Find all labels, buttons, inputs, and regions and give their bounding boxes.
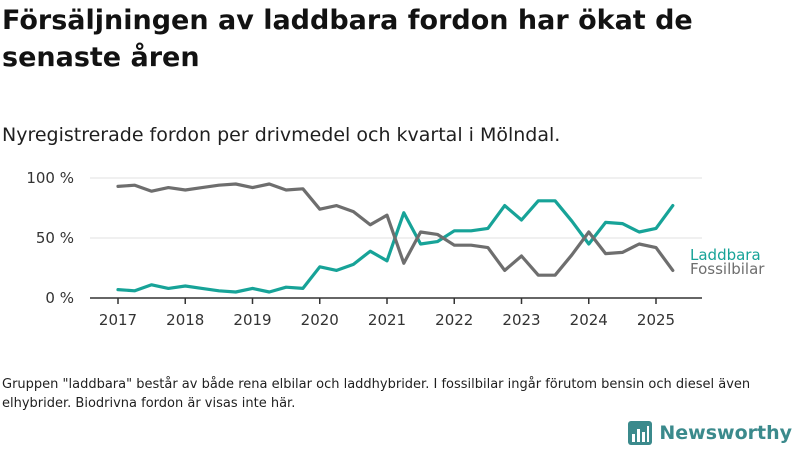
x-tick-label: 2019: [233, 311, 271, 329]
brand-name: Newsworthy: [659, 422, 792, 444]
series-line-fossilbilar: [116, 182, 675, 277]
x-tick-label: 2023: [502, 311, 540, 329]
axis-layer: 0 % 50 % 100 % 2017 2018 2019 2020 2021 2022 2023…: [26, 169, 702, 329]
x-tick-label: 2017: [99, 311, 137, 329]
series-label-fossilbilar: Fossilbilar: [690, 260, 765, 278]
series-line-laddbara: [116, 199, 675, 294]
footnote: Gruppen "laddbara" består av både rena e…: [2, 377, 751, 411]
grid-layer: [90, 177, 702, 239]
x-tick-label: 2018: [166, 311, 204, 329]
x-tick-label: 2021: [368, 311, 406, 329]
x-tick-label: 2022: [435, 311, 473, 329]
series-label-laddbara: Laddbara: [690, 246, 761, 264]
brand-logo: Newsworthy: [627, 420, 792, 446]
y-tick-label: 0 %: [45, 289, 74, 307]
x-tick-label: 2025: [637, 311, 675, 329]
bar-chart-logo-icon: [628, 421, 653, 445]
y-tick-label: 50 %: [36, 229, 74, 247]
chart-subtitle: Nyregistrerade fordon per drivmedel och …: [2, 124, 561, 146]
series-layer: [116, 182, 675, 294]
y-tick-label: 100 %: [26, 169, 74, 187]
chart-title: Försäljningen av laddbara fordon har öka…: [2, 5, 693, 73]
x-tick-label: 2020: [301, 311, 339, 329]
x-tick-label: 2024: [570, 311, 608, 329]
line-chart: 0 % 50 % 100 % 2017 2018 2019 2020 2021 2022 2023…: [26, 169, 765, 329]
